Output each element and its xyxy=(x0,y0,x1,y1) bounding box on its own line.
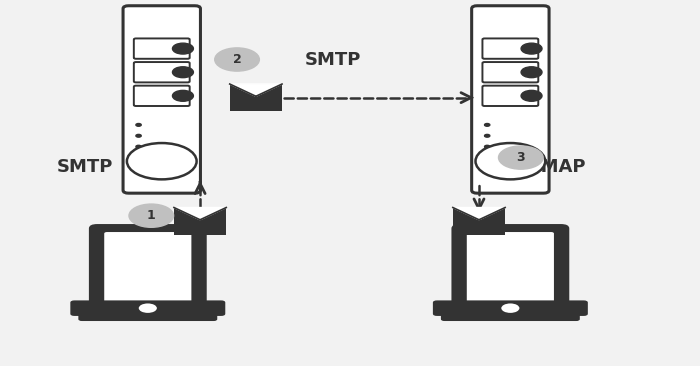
Circle shape xyxy=(521,90,542,101)
FancyBboxPatch shape xyxy=(472,6,549,193)
FancyBboxPatch shape xyxy=(482,38,538,59)
Circle shape xyxy=(484,123,490,126)
Circle shape xyxy=(521,67,542,78)
FancyBboxPatch shape xyxy=(70,300,225,316)
Polygon shape xyxy=(453,208,505,220)
Text: 1: 1 xyxy=(147,209,155,222)
FancyBboxPatch shape xyxy=(89,224,206,313)
Circle shape xyxy=(172,90,193,101)
Text: 3: 3 xyxy=(517,151,525,164)
Circle shape xyxy=(484,134,490,137)
Circle shape xyxy=(136,134,141,137)
FancyBboxPatch shape xyxy=(78,312,217,321)
Circle shape xyxy=(129,204,174,227)
FancyBboxPatch shape xyxy=(123,6,200,193)
FancyBboxPatch shape xyxy=(134,86,190,106)
Circle shape xyxy=(501,303,519,313)
Circle shape xyxy=(127,143,197,179)
Polygon shape xyxy=(230,84,282,96)
FancyBboxPatch shape xyxy=(452,224,569,313)
FancyBboxPatch shape xyxy=(453,208,505,235)
Circle shape xyxy=(498,146,543,169)
FancyBboxPatch shape xyxy=(482,62,538,82)
Text: SMTP: SMTP xyxy=(57,158,113,176)
Circle shape xyxy=(172,43,193,54)
Circle shape xyxy=(215,48,260,71)
FancyBboxPatch shape xyxy=(134,38,190,59)
Circle shape xyxy=(521,43,542,54)
FancyBboxPatch shape xyxy=(467,232,554,305)
FancyBboxPatch shape xyxy=(104,232,191,305)
Circle shape xyxy=(139,303,157,313)
Circle shape xyxy=(136,145,141,148)
FancyBboxPatch shape xyxy=(433,300,588,316)
FancyBboxPatch shape xyxy=(441,312,580,321)
Circle shape xyxy=(172,67,193,78)
Polygon shape xyxy=(174,208,226,220)
FancyBboxPatch shape xyxy=(230,84,282,111)
Circle shape xyxy=(136,123,141,126)
Circle shape xyxy=(475,143,545,179)
Text: 2: 2 xyxy=(232,53,241,66)
Circle shape xyxy=(484,145,490,148)
FancyBboxPatch shape xyxy=(482,86,538,106)
FancyBboxPatch shape xyxy=(174,208,226,235)
Text: SMTP: SMTP xyxy=(304,51,361,68)
FancyBboxPatch shape xyxy=(134,62,190,82)
Text: IMAP: IMAP xyxy=(535,158,587,176)
